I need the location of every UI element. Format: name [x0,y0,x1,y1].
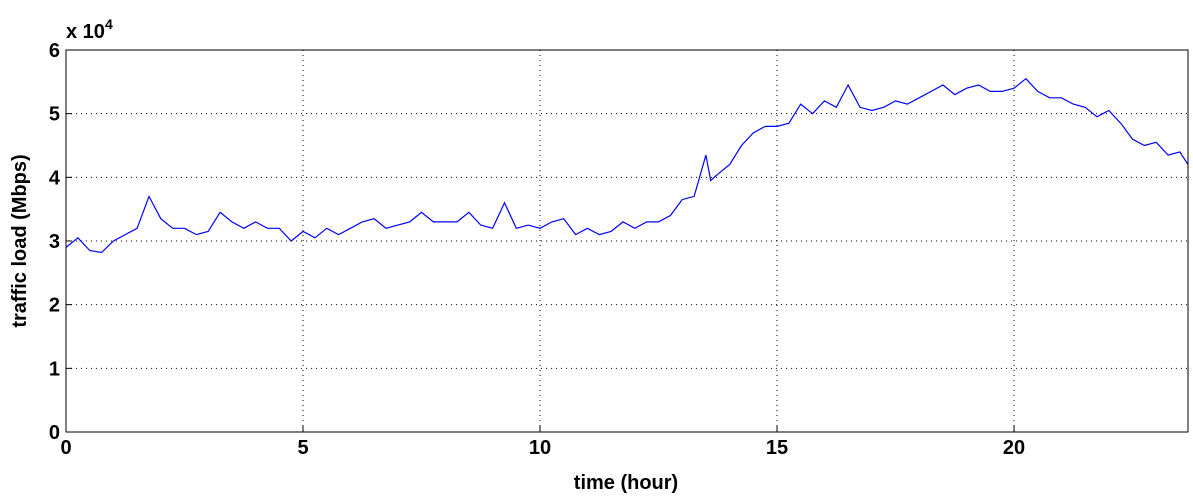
data-line [65,77,1189,254]
y-multiplier: x 104 [66,16,113,43]
y-tick-label: 5 [49,104,60,126]
x-tick-label: 5 [297,437,308,459]
y-axis-label: traffic load (Mbps) [9,154,31,327]
y-tick-label: 3 [49,231,60,253]
y-tick-label: 2 [49,295,60,317]
x-tick-label: 20 [1003,437,1025,459]
x-axis-label: time (hour) [574,472,678,494]
x-tick-label: 0 [60,437,71,459]
x-tick-label: 10 [529,437,551,459]
x-tick-label: 15 [766,437,788,459]
y-tick-label: 0 [49,422,60,444]
y-tick-label: 4 [49,167,61,189]
y-multiplier-base: x 10 [66,21,105,43]
y-tick-label: 6 [49,40,60,62]
y-multiplier-exponent: 4 [105,16,113,32]
axes-frame [65,49,1189,433]
y-tick-label: 1 [49,358,60,380]
